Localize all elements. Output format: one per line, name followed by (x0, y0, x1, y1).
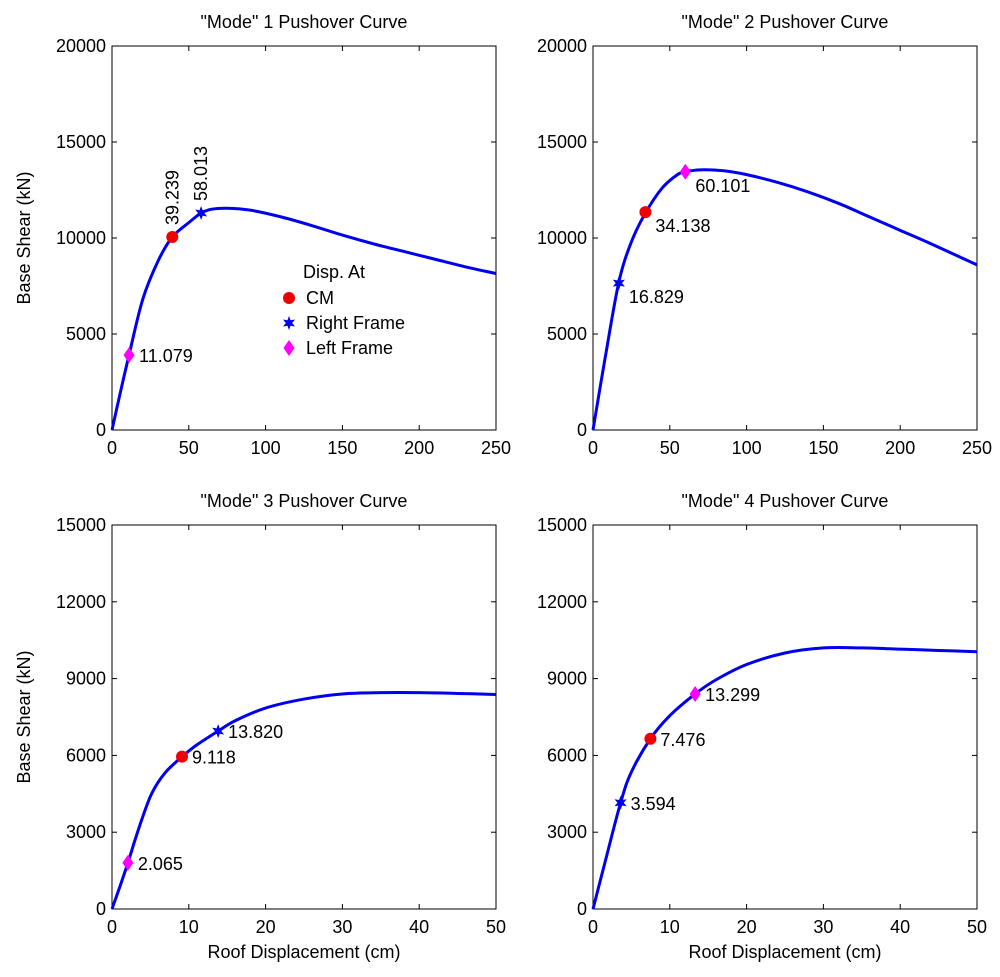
right-frame-marker-2 (612, 276, 625, 291)
y-tick-label-4-5: 15000 (537, 515, 587, 535)
y-tick-label-3-5: 15000 (56, 515, 106, 535)
y-axis-label-1: Base Shear (kN) (14, 171, 34, 304)
x-tick-label-2-4: 200 (885, 438, 915, 458)
x-tick-label-1-0: 0 (107, 438, 117, 458)
chart-title-2: "Mode" 2 Pushover Curve (682, 12, 889, 32)
y-tick-label-3-3: 9000 (66, 669, 106, 689)
y-tick-label-3-0: 0 (96, 899, 106, 919)
legend-cm-marker (283, 292, 295, 304)
y-tick-label-1-1: 5000 (66, 324, 106, 344)
x-tick-label-2-5: 250 (962, 438, 992, 458)
left-frame-marker-3 (122, 854, 134, 871)
left-frame-value-label-2: 60.101 (695, 176, 750, 196)
chart-title-4: "Mode" 4 Pushover Curve (682, 491, 889, 511)
y-tick-label-2-3: 15000 (537, 132, 587, 152)
y-tick-label-1-2: 10000 (56, 228, 106, 248)
chart-panel-3: "Mode" 3 Pushover Curve 0 10 20 30 40 50 0 3000 6… (14, 491, 506, 962)
x-tick-label-4-5: 50 (967, 917, 987, 937)
cm-marker-1 (166, 231, 179, 244)
y-tick-label-1-4: 20000 (56, 36, 106, 56)
chart-panel-2: "Mode" 2 Pushover Curve 0 50 100 150 200 250 0 5… (537, 12, 992, 458)
cm-marker-3 (176, 750, 189, 763)
right-frame-value-label-3: 13.820 (228, 722, 283, 742)
left-frame-marker-2 (679, 163, 691, 180)
left-frame-marker-1 (123, 347, 135, 364)
left-frame-marker-4 (689, 685, 701, 702)
x-tick-label-2-1: 50 (660, 438, 680, 458)
x-tick-label-2-3: 150 (808, 438, 838, 458)
x-tick-label-4-3: 30 (813, 917, 833, 937)
chart-title-1: "Mode" 1 Pushover Curve (201, 12, 408, 32)
x-tick-label-1-4: 200 (404, 438, 434, 458)
cm-marker-2 (639, 206, 652, 219)
legend-left-frame-marker (283, 340, 295, 356)
x-axis-label-4: Roof Displacement (cm) (688, 942, 881, 962)
y-tick-label-3-4: 12000 (56, 592, 106, 612)
pushover-curve-4 (591, 645, 978, 910)
y-tick-label-2-2: 10000 (537, 228, 587, 248)
x-tick-label-3-2: 20 (256, 917, 276, 937)
plot-area-4 (592, 524, 978, 910)
x-tick-label-4-4: 40 (890, 917, 910, 937)
left-frame-value-label-1: 11.079 (139, 346, 193, 366)
legend-title: Disp. At (303, 262, 365, 282)
plot-area-3 (111, 524, 497, 910)
x-tick-label-3-0: 0 (107, 917, 117, 937)
x-tick-label-1-3: 150 (327, 438, 357, 458)
plot-area-2 (592, 45, 978, 431)
right-frame-value-label-1: 58.013 (191, 146, 211, 201)
right-frame-marker-1 (195, 206, 208, 221)
x-tick-label-3-1: 10 (179, 917, 199, 937)
y-tick-label-2-0: 0 (577, 420, 587, 440)
y-tick-label-1-0: 0 (96, 420, 106, 440)
right-frame-value-label-4: 3.594 (631, 794, 676, 814)
left-frame-value-label-3: 2.065 (138, 854, 183, 874)
y-tick-label-4-2: 6000 (547, 745, 587, 765)
x-tick-label-1-2: 100 (251, 438, 281, 458)
cm-value-label-1: 39.239 (162, 170, 182, 225)
x-tick-label-3-3: 30 (332, 917, 352, 937)
x-axis-label-3: Roof Displacement (cm) (207, 942, 400, 962)
x-tick-label-4-0: 0 (588, 917, 598, 937)
cm-marker-4 (644, 732, 657, 745)
x-tick-label-4-1: 10 (660, 917, 680, 937)
y-tick-label-4-1: 3000 (547, 822, 587, 842)
legend-left-frame-label: Left Frame (306, 338, 393, 358)
y-tick-label-3-2: 6000 (66, 745, 106, 765)
chart-panel-4: "Mode" 4 Pushover Curve 0 10 20 30 40 50 0 3000 6… (537, 491, 987, 962)
left-frame-value-label-4: 13.299 (705, 685, 760, 705)
right-frame-marker-4 (614, 795, 627, 810)
y-tick-label-1-3: 15000 (56, 132, 106, 152)
cm-value-label-2: 34.138 (655, 216, 710, 236)
legend-right-frame-marker (282, 316, 296, 330)
cm-value-label-3: 9.118 (192, 748, 236, 768)
y-tick-label-2-4: 20000 (537, 36, 587, 56)
x-tick-label-1-1: 50 (179, 438, 199, 458)
y-tick-label-4-3: 9000 (547, 669, 587, 689)
cm-value-label-4: 7.476 (660, 730, 705, 750)
x-tick-label-4-2: 20 (737, 917, 757, 937)
y-tick-label-4-0: 0 (577, 899, 587, 919)
right-frame-value-label-2: 16.829 (629, 287, 684, 307)
pushover-curve-3 (110, 691, 497, 910)
x-tick-label-1-5: 250 (481, 438, 511, 458)
pushover-curve-2 (591, 168, 978, 431)
x-tick-label-3-5: 50 (486, 917, 506, 937)
x-tick-label-2-0: 0 (588, 438, 598, 458)
pushover-curve-1 (110, 206, 497, 431)
chart-title-3: "Mode" 3 Pushover Curve (201, 491, 408, 511)
legend: Disp. At CM Right Frame Left Frame (282, 262, 405, 358)
x-tick-label-3-4: 40 (409, 917, 429, 937)
y-tick-label-4-4: 12000 (537, 592, 587, 612)
y-tick-label-2-1: 5000 (547, 324, 587, 344)
y-tick-label-3-1: 3000 (66, 822, 106, 842)
legend-right-frame-label: Right Frame (306, 313, 405, 333)
right-frame-marker-3 (212, 724, 225, 739)
x-tick-label-2-2: 100 (732, 438, 762, 458)
legend-cm-label: CM (306, 288, 334, 308)
y-axis-label-3: Base Shear (kN) (14, 650, 34, 783)
chart-panel-1: "Mode" 1 Pushover Curve 0 50 100 150 200 250 0 5… (14, 12, 511, 458)
